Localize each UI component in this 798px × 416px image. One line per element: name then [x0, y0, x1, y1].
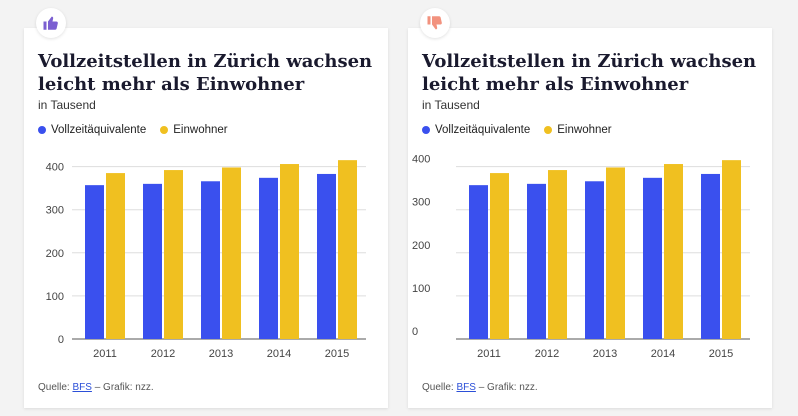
y-tick-label: 300: [412, 197, 430, 209]
x-tick-label: 2013: [593, 348, 617, 360]
source-prefix: Quelle:: [38, 382, 73, 393]
source-suffix: – Grafik: nzz.: [475, 382, 538, 393]
badge-bad: [420, 8, 450, 38]
bar-series2-2011: [106, 173, 125, 339]
x-tick-label: 2014: [267, 348, 291, 360]
chart-card-good: Vollzeitstellen in Zürich wachsen leicht…: [24, 8, 388, 408]
bar-series2-2011: [490, 173, 509, 339]
legend-item-series2: Einwohner: [160, 124, 228, 136]
bar-chart: 0 100 200 300 400 2011 2012 2013 2014 2015: [412, 154, 750, 360]
bar-series2-2015: [722, 160, 741, 339]
source-suffix: – Grafik: nzz.: [91, 382, 154, 393]
bar-series1-2011: [469, 185, 488, 339]
bar-chart: 0 100 200 300 400 2011 2012 2013 2014 2015: [46, 160, 366, 360]
bar-series1-2015: [701, 173, 720, 339]
x-tick-label: 2013: [209, 348, 233, 360]
chart-card-bad: Vollzeitstellen in Zürich wachsen leicht…: [408, 8, 772, 408]
legend-swatch-series2: [544, 126, 553, 134]
chart-legend: Vollzeitäquivalente Einwohner: [422, 124, 626, 136]
bar-series1-2012: [143, 183, 162, 339]
x-tick-label: 2011: [477, 348, 501, 360]
chart-subtitle: in Tausend: [422, 98, 480, 112]
legend-swatch-series2: [160, 126, 169, 134]
bar-series2-2015: [338, 160, 357, 339]
bar-series1-2013: [585, 181, 604, 339]
bar-series2-2014: [280, 164, 299, 339]
x-tick-label: 2012: [151, 348, 175, 360]
y-tick-label: 200: [46, 248, 64, 260]
legend-item-series1: Vollzeitäquivalente: [422, 124, 530, 136]
chart-legend: Vollzeitäquivalente Einwohner: [38, 124, 242, 136]
x-tick-label: 2014: [651, 348, 675, 360]
bar-series2-2012: [164, 170, 183, 339]
source-link[interactable]: BFS: [456, 382, 476, 393]
x-tick-label: 2012: [535, 348, 559, 360]
chart-title: Vollzeitstellen in Zürich wachsen leicht…: [38, 51, 373, 95]
y-tick-label: 400: [46, 162, 64, 174]
y-tick-label: 0: [58, 334, 64, 346]
bar-series1-2014: [259, 177, 278, 339]
x-tick-label: 2015: [325, 348, 349, 360]
x-tick-label: 2011: [93, 348, 117, 360]
source-note: Quelle: BFS – Grafik: nzz.: [38, 382, 154, 393]
bar-series1-2012: [527, 183, 546, 339]
bar-series2-2014: [664, 164, 683, 339]
y-tick-label: 100: [46, 291, 64, 303]
bar-series1-2014: [643, 177, 662, 339]
thumb-shape: [43, 16, 58, 30]
legend-label-series1: Vollzeitäquivalente: [51, 124, 147, 136]
legend-item-series2: Einwohner: [544, 124, 612, 136]
bar-series1-2015: [317, 173, 336, 339]
chart-subtitle: in Tausend: [38, 98, 96, 112]
bar-series2-2012: [548, 170, 567, 339]
source-prefix: Quelle:: [422, 382, 457, 393]
x-tick-label: 2015: [709, 348, 733, 360]
bar-series2-2013: [606, 167, 625, 339]
source-link[interactable]: BFS: [72, 382, 92, 393]
bar-series1-2013: [201, 181, 220, 339]
thumbs-up-icon: [43, 16, 58, 30]
y-tick-label: 200: [412, 240, 430, 252]
thumb-shape: [427, 16, 442, 30]
source-note: Quelle: BFS – Grafik: nzz.: [422, 382, 538, 393]
chart-title: Vollzeitstellen in Zürich wachsen leicht…: [422, 51, 757, 95]
legend-label-series2: Einwohner: [173, 124, 228, 136]
bar-series2-2013: [222, 167, 241, 339]
legend-swatch-series1: [38, 126, 46, 134]
y-tick-label: 300: [46, 205, 64, 217]
thumbs-down-icon: [427, 16, 442, 30]
legend-item-series1: Vollzeitäquivalente: [38, 124, 146, 136]
legend-swatch-series1: [422, 126, 430, 134]
badge-good: [36, 8, 66, 38]
y-tick-label: 100: [412, 283, 430, 295]
legend-label-series1: Vollzeitäquivalente: [435, 124, 531, 136]
legend-label-series2: Einwohner: [557, 124, 612, 136]
y-tick-label: 0: [412, 326, 418, 338]
bar-series1-2011: [85, 185, 104, 339]
y-tick-label: 400: [412, 154, 430, 166]
